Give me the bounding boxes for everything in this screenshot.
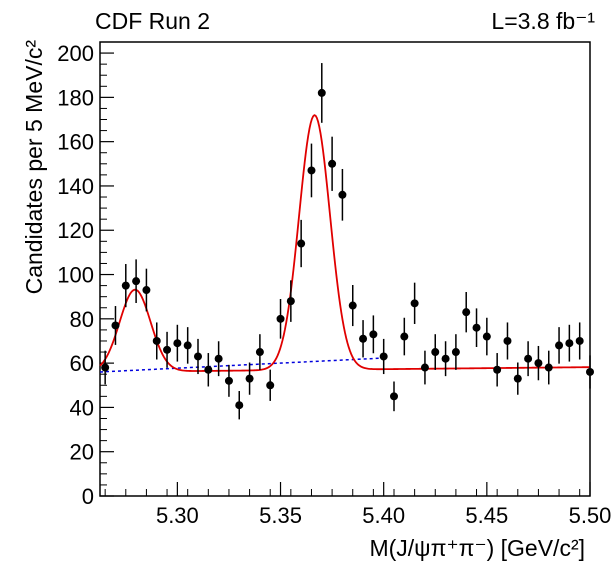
data-point <box>462 308 471 317</box>
y-tick-label: 200 <box>57 41 94 66</box>
y-axis-label: Candidates per 5 MeV/c² <box>21 40 47 295</box>
data-point <box>307 166 316 175</box>
data-point <box>503 336 512 345</box>
title-left: CDF Run 2 <box>95 8 210 34</box>
data-point <box>482 332 491 341</box>
x-tick-label: 5.50 <box>569 503 611 528</box>
fit-curve <box>99 114 591 372</box>
data-point <box>224 376 233 385</box>
data-point <box>204 365 213 374</box>
y-tick-label: 140 <box>57 174 94 199</box>
data-point <box>255 348 264 357</box>
data-point <box>194 352 202 361</box>
data-point <box>348 301 357 310</box>
data-point <box>266 381 275 390</box>
data-point <box>400 332 409 341</box>
data-point <box>575 336 584 345</box>
data-point <box>142 286 151 295</box>
data-point <box>441 354 450 363</box>
background-line <box>99 357 384 373</box>
y-tick-label: 100 <box>57 263 94 288</box>
data-point <box>152 336 161 345</box>
x-axis-label: M(J/ψπ⁺π⁻) [GeV/c²] <box>369 535 585 561</box>
data-point <box>276 314 285 323</box>
y-tick-label: 0 <box>82 484 94 509</box>
data-points <box>101 63 594 420</box>
data-point <box>235 401 244 410</box>
data-point <box>524 354 533 363</box>
data-point <box>431 348 440 357</box>
data-point <box>359 334 368 343</box>
data-point <box>111 321 120 330</box>
y-tick-label: 180 <box>57 85 94 110</box>
fit-curve-line <box>99 114 591 372</box>
data-point <box>379 352 388 361</box>
plot-frame <box>99 41 591 497</box>
data-point <box>183 341 192 350</box>
y-tick-label: 80 <box>70 307 94 332</box>
data-point <box>121 281 130 290</box>
data-point <box>472 323 481 332</box>
data-point <box>101 363 110 372</box>
axes: 0 20 40 60 80 100 120 140 160 180 200 5.30 5.35 5.40 5… <box>57 41 611 528</box>
data-point <box>586 367 594 376</box>
data-point <box>286 297 295 306</box>
data-point <box>513 374 522 383</box>
y-tick-label: 20 <box>70 440 94 465</box>
data-point <box>173 339 182 348</box>
data-point <box>555 341 564 350</box>
x-tick-label: 5.35 <box>259 503 302 528</box>
data-point <box>317 88 326 97</box>
data-point <box>493 365 502 374</box>
y-tick-label: 120 <box>57 218 94 243</box>
background-dashed-line <box>99 357 384 373</box>
y-tick-label: 40 <box>70 395 94 420</box>
data-point <box>544 363 553 372</box>
data-point <box>420 363 429 372</box>
data-point <box>451 348 460 357</box>
x-tick-label: 5.40 <box>362 503 405 528</box>
title-right: L=3.8 fb⁻¹ <box>491 8 595 34</box>
data-point <box>245 374 254 383</box>
data-point <box>328 159 337 168</box>
data-point <box>214 354 223 363</box>
data-point <box>132 277 141 286</box>
data-point <box>338 190 347 199</box>
data-point <box>534 359 543 368</box>
data-point <box>297 239 306 248</box>
data-point <box>410 299 419 308</box>
data-point <box>390 392 398 401</box>
data-point <box>565 339 574 348</box>
data-point <box>163 345 172 354</box>
data-point <box>369 330 378 339</box>
x-tick-label: 5.30 <box>156 503 199 528</box>
x-tick-label: 5.45 <box>465 503 508 528</box>
y-tick-label: 60 <box>70 351 94 376</box>
y-tick-label: 160 <box>57 130 94 155</box>
